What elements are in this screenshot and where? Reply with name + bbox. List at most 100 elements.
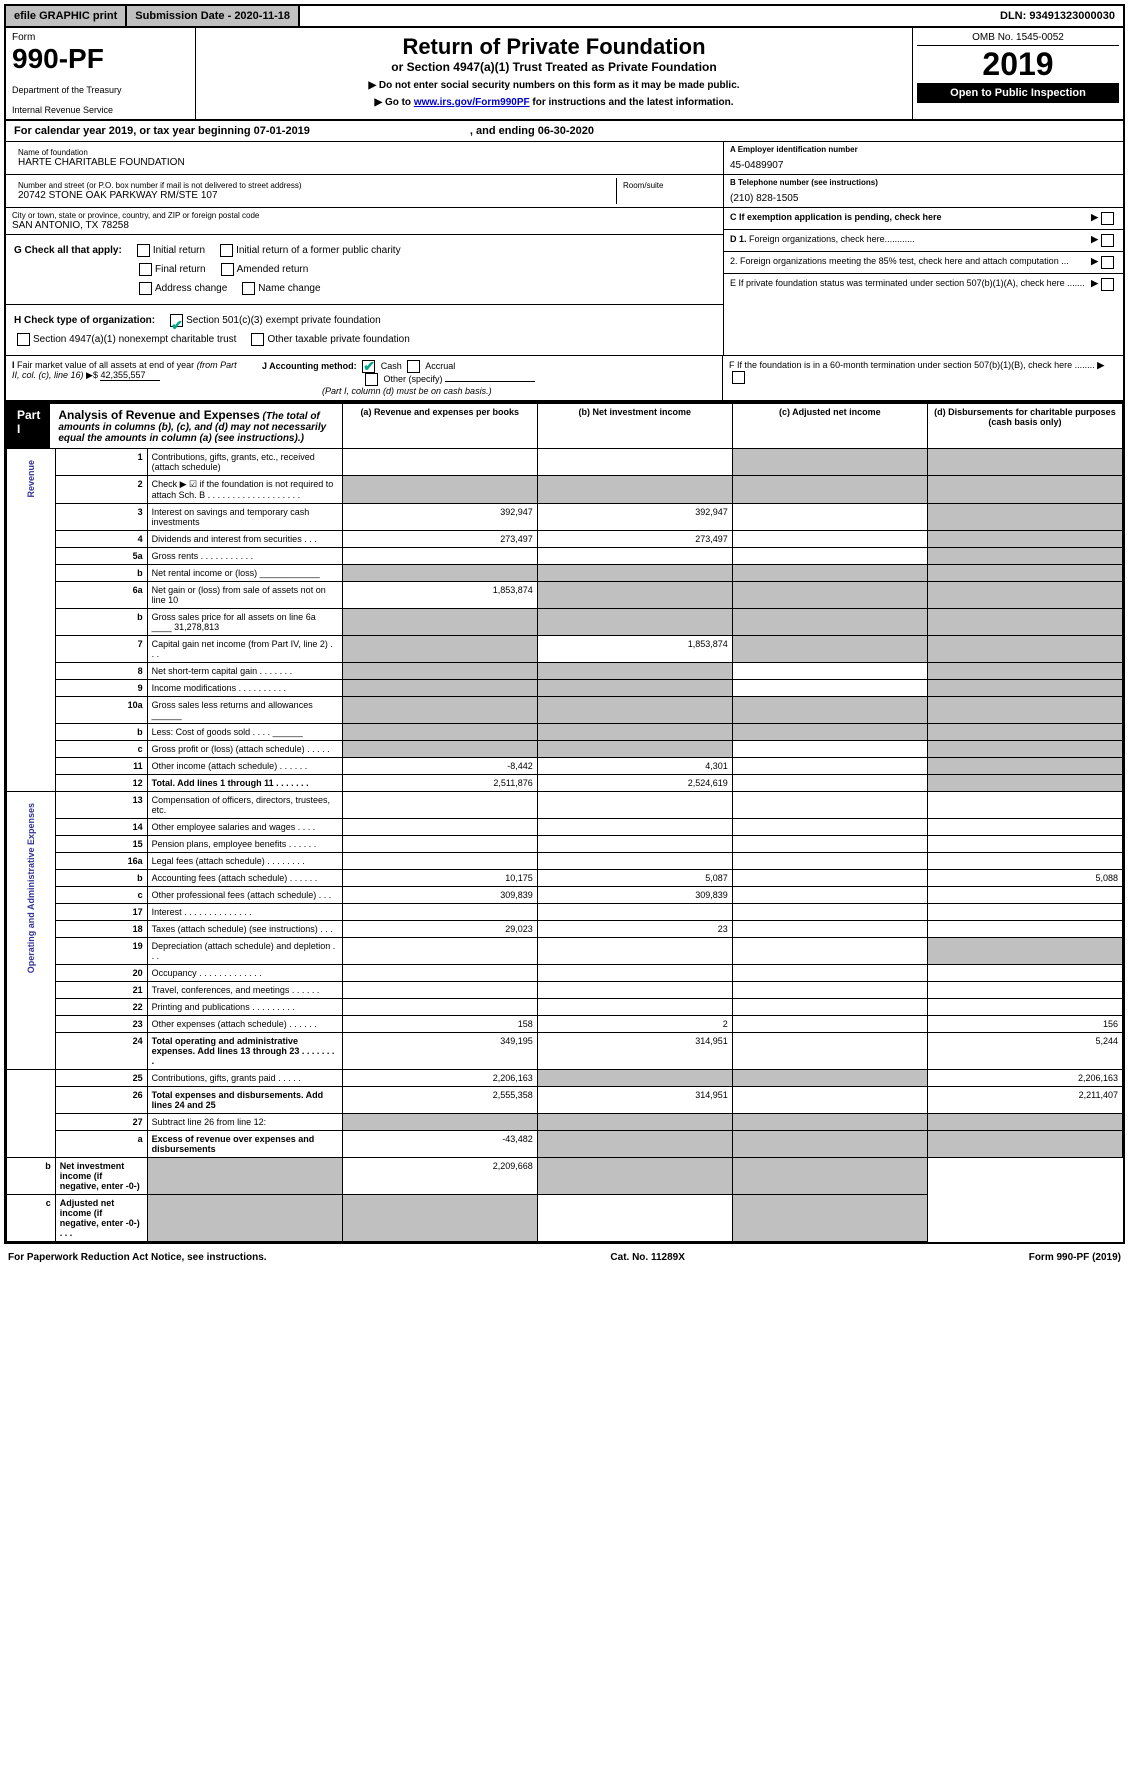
checkbox-addr-change[interactable] — [139, 282, 152, 295]
g-label: G Check all that apply: — [14, 241, 122, 260]
cell-c — [732, 636, 927, 663]
checkbox-initial-former[interactable] — [220, 244, 233, 257]
calendar-year-row: For calendar year 2019, or tax year begi… — [6, 121, 1123, 142]
open-to-public: Open to Public Inspection — [917, 83, 1119, 103]
cell-b — [537, 836, 732, 853]
checkbox-final[interactable] — [139, 263, 152, 276]
checkbox-cash[interactable] — [362, 360, 375, 373]
cell-b — [537, 663, 732, 680]
cell-b — [537, 1114, 732, 1131]
table-row: bNet investment income (if negative, ent… — [7, 1158, 1123, 1195]
cell-a: 273,497 — [342, 531, 537, 548]
d1-foreign: D 1. D 1. Foreign organizations, check h… — [724, 230, 1123, 252]
cell-d — [927, 449, 1122, 476]
part1-table: Part I Analysis of Revenue and Expenses … — [6, 403, 1123, 1242]
cell-b: 2 — [537, 1016, 732, 1033]
cell-b — [537, 982, 732, 999]
row-number: a — [55, 1131, 147, 1158]
cell-a: 309,839 — [342, 887, 537, 904]
cell-b — [537, 904, 732, 921]
row-number: 1 — [55, 449, 147, 476]
dept-treasury: Department of the Treasury — [12, 85, 189, 95]
row-number: 24 — [55, 1033, 147, 1070]
form-note2: ▶ Go to www.irs.gov/Form990PF for instru… — [202, 97, 906, 108]
cell-d — [927, 582, 1122, 609]
ein-value: 45-0489907 — [730, 160, 1117, 171]
cell-a — [342, 819, 537, 836]
table-row: bNet rental income or (loss) ___________… — [7, 565, 1123, 582]
cell-c — [732, 965, 927, 982]
row-number: 26 — [55, 1087, 147, 1114]
checkbox-amended[interactable] — [221, 263, 234, 276]
addr-label: Number and street (or P.O. box number if… — [18, 181, 610, 190]
cell-c — [732, 1087, 927, 1114]
cell-b — [537, 999, 732, 1016]
checkbox-accrual[interactable] — [407, 360, 420, 373]
checkbox-f[interactable] — [732, 371, 745, 384]
col-b-header: (b) Net investment income — [537, 404, 732, 449]
cell-b — [537, 565, 732, 582]
row-desc: Travel, conferences, and meetings . . . … — [147, 982, 342, 999]
cal-b: , and ending 06-30-2020 — [470, 125, 594, 137]
checkbox-501c3[interactable] — [170, 314, 183, 327]
cell-a — [342, 476, 537, 504]
row-desc: Gross sales less returns and allowances … — [147, 697, 342, 724]
table-row: 20Occupancy . . . . . . . . . . . . . — [7, 965, 1123, 982]
row-number: b — [55, 565, 147, 582]
cell-a — [342, 999, 537, 1016]
cell-a: 10,175 — [342, 870, 537, 887]
checkbox-e[interactable] — [1101, 278, 1114, 291]
row-desc: Total operating and administrative expen… — [147, 1033, 342, 1070]
cell-b — [537, 680, 732, 697]
row-number: 15 — [55, 836, 147, 853]
city-label: City or town, state or province, country… — [12, 211, 717, 220]
row-desc: Taxes (attach schedule) (see instruction… — [147, 921, 342, 938]
table-row: 10aGross sales less returns and allowanc… — [7, 697, 1123, 724]
info-right: A Employer identification number 45-0489… — [723, 142, 1123, 355]
cell-c — [732, 476, 927, 504]
cell-a: -8,442 — [342, 758, 537, 775]
cell-b: 314,951 — [537, 1087, 732, 1114]
cell-d — [927, 504, 1122, 531]
row-desc: Compensation of officers, directors, tru… — [147, 792, 342, 819]
checkbox-d1[interactable] — [1101, 234, 1114, 247]
table-row: 25Contributions, gifts, grants paid . . … — [7, 1070, 1123, 1087]
cell-c — [732, 1070, 927, 1087]
cell-c — [732, 697, 927, 724]
checkbox-c[interactable] — [1101, 212, 1114, 225]
c-exemption: C If exemption application is pending, c… — [724, 208, 1123, 230]
lower-left: I Fair market value of all assets at end… — [6, 356, 723, 400]
cell-a — [342, 792, 537, 819]
cell-d — [732, 1195, 927, 1242]
checkbox-4947[interactable] — [17, 333, 30, 346]
table-row: 19Depreciation (attach schedule) and dep… — [7, 938, 1123, 965]
dept-irs: Internal Revenue Service — [12, 105, 189, 115]
checkbox-initial[interactable] — [137, 244, 150, 257]
cell-a: 2,206,163 — [342, 1070, 537, 1087]
checkbox-other-method[interactable] — [365, 373, 378, 386]
row-number: 6a — [55, 582, 147, 609]
cell-c — [732, 680, 927, 697]
table-row: 18Taxes (attach schedule) (see instructi… — [7, 921, 1123, 938]
row-number: 7 — [55, 636, 147, 663]
cell-d — [927, 887, 1122, 904]
cell-d: 5,088 — [927, 870, 1122, 887]
cell-d — [927, 836, 1122, 853]
info-left: Name of foundation HARTE CHARITABLE FOUN… — [6, 142, 723, 355]
footer-mid: Cat. No. 11289X — [610, 1252, 684, 1263]
table-row: 3Interest on savings and temporary cash … — [7, 504, 1123, 531]
cell-d — [927, 1114, 1122, 1131]
form-title: Return of Private Foundation — [202, 34, 906, 60]
topbar: efile GRAPHIC print Submission Date - 20… — [6, 6, 1123, 28]
checkbox-d2[interactable] — [1101, 256, 1114, 269]
checkbox-other-taxable[interactable] — [251, 333, 264, 346]
table-row: cOther professional fees (attach schedul… — [7, 887, 1123, 904]
cell-d — [927, 819, 1122, 836]
cell-c — [732, 904, 927, 921]
form990pf-link[interactable]: www.irs.gov/Form990PF — [414, 97, 530, 108]
cell-b: 2,524,619 — [537, 775, 732, 792]
cell-c — [732, 663, 927, 680]
row-number: 13 — [55, 792, 147, 819]
checkbox-name-change[interactable] — [242, 282, 255, 295]
table-row: Revenue1Contributions, gifts, grants, et… — [7, 449, 1123, 476]
